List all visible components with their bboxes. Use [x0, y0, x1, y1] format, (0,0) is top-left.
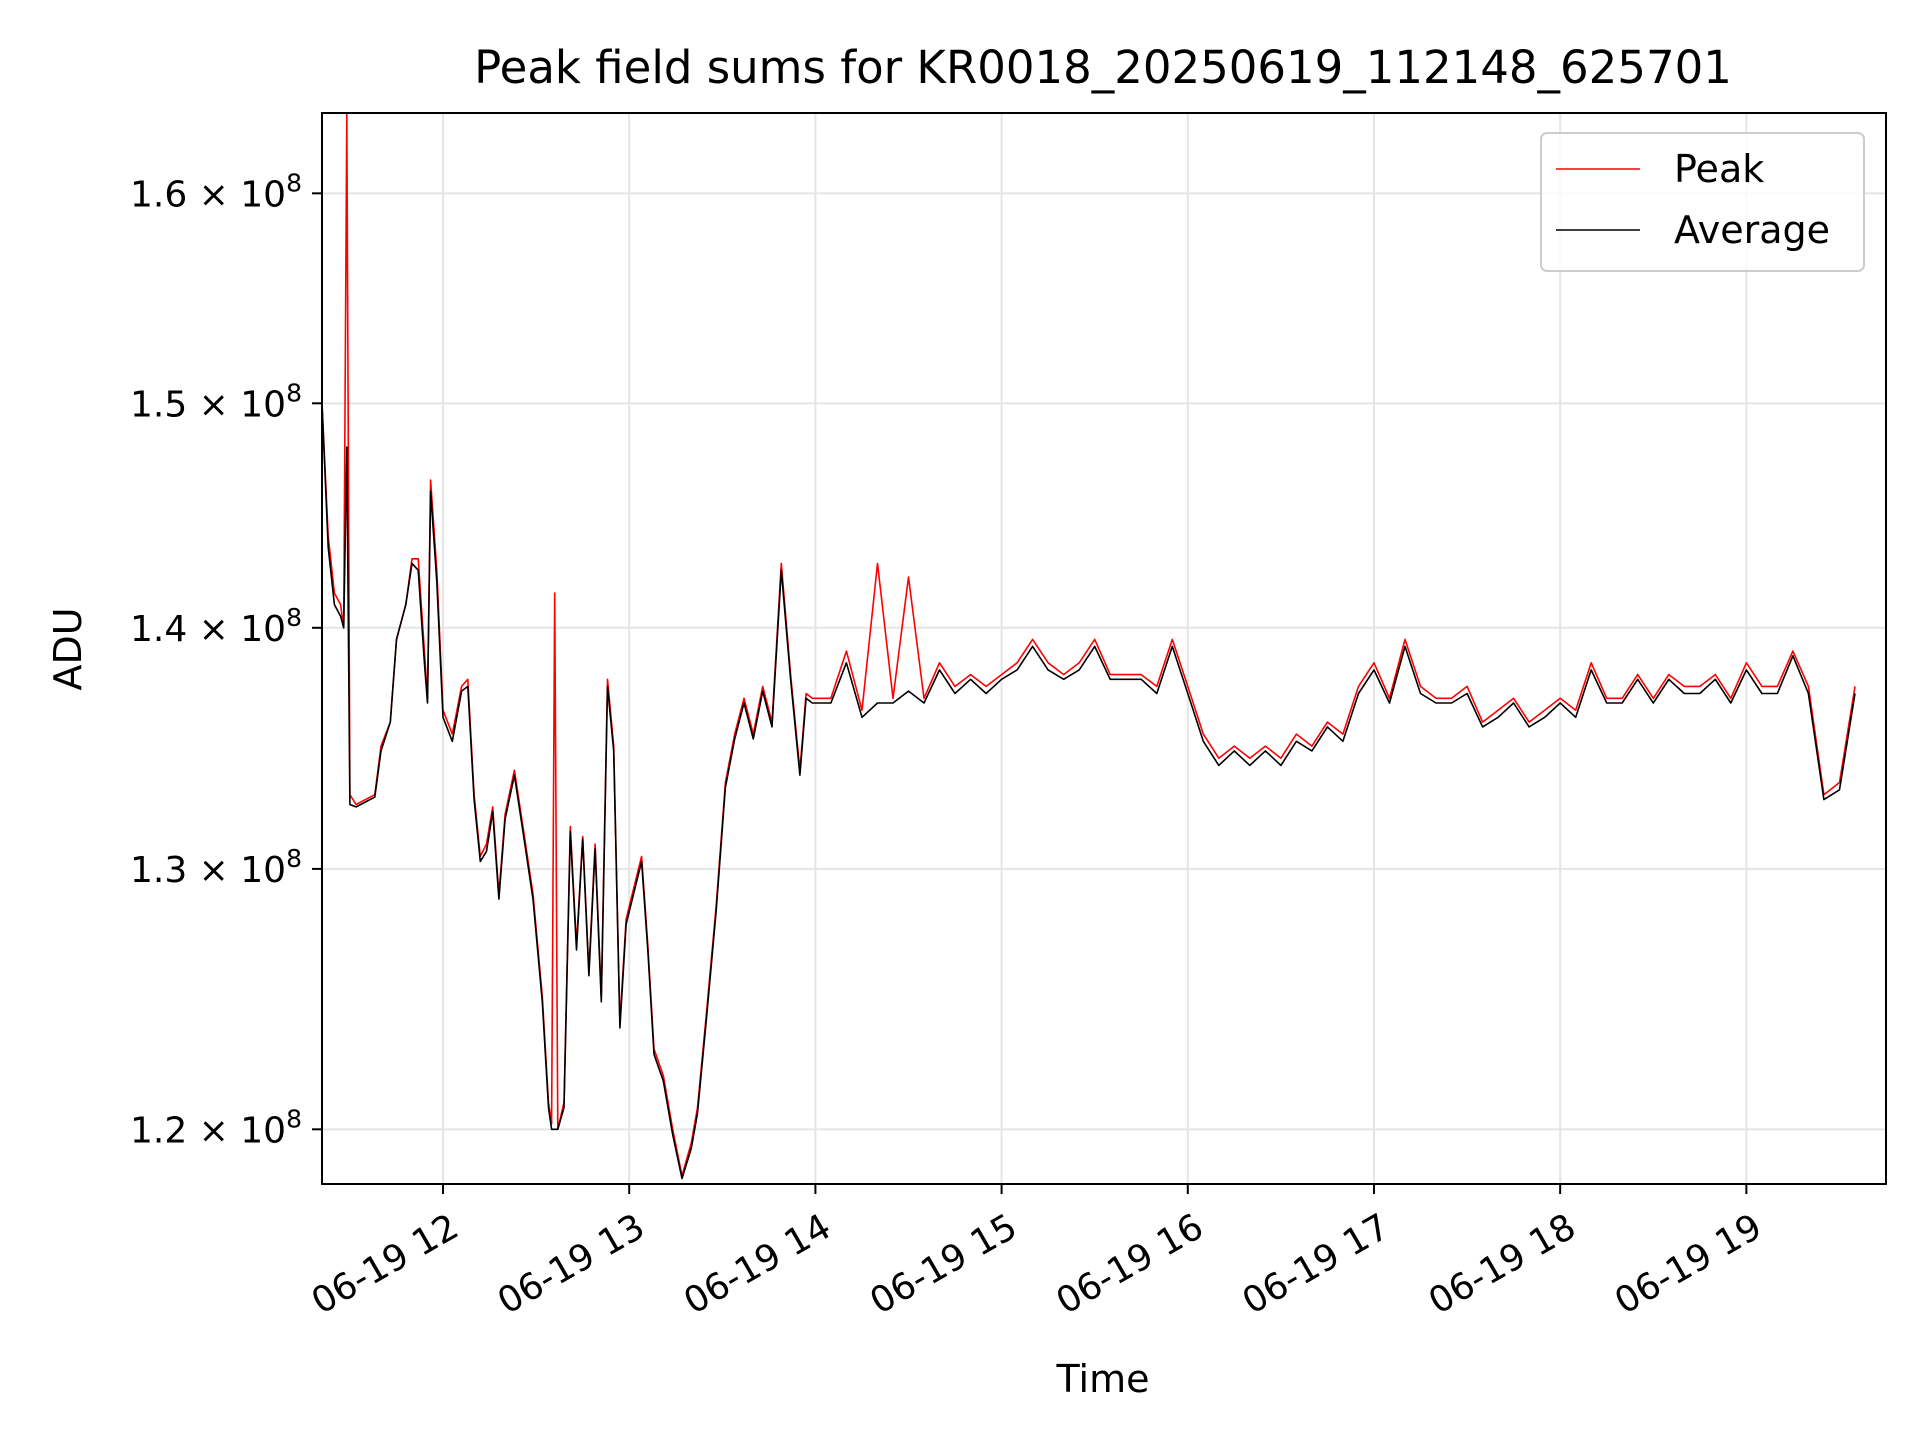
plot-lines [321, 112, 1856, 1180]
chart-title: Peak field sums for KR0018_20250619_1121… [474, 41, 1732, 94]
legend: Peak Average [1540, 132, 1865, 272]
series-line-average [321, 403, 1856, 1180]
y-tick-label: 1.6 × 108 [130, 168, 302, 215]
legend-peak-label: Peak [1674, 147, 1764, 191]
grid-lines [322, 113, 1886, 1184]
y-tick-label: 1.3 × 108 [130, 844, 302, 891]
y-tick-label: 1.5 × 108 [130, 378, 302, 425]
y-tick-label: 1.4 × 108 [130, 603, 302, 650]
plot-area-frame [321, 112, 1887, 1185]
x-axis-label: Time [1056, 1357, 1150, 1401]
legend-average-label: Average [1674, 208, 1830, 252]
legend-box [1540, 132, 1865, 272]
y-tick-label: 1.2 × 108 [130, 1104, 302, 1151]
y-axis-label: ADU [46, 607, 90, 690]
